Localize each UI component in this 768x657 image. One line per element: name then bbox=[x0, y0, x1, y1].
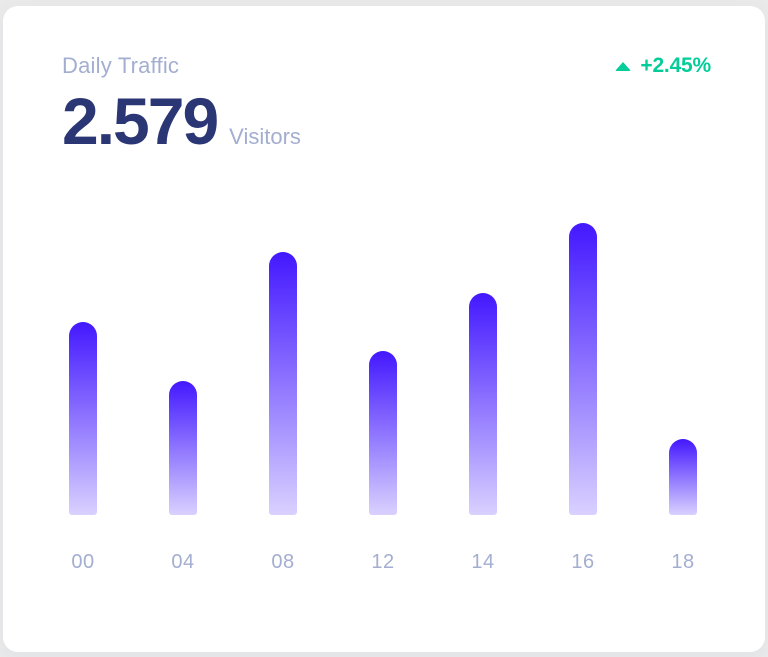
x-axis-label-12: 12 bbox=[371, 551, 395, 573]
x-axis-label-18: 18 bbox=[671, 551, 695, 573]
x-axis-label-04: 04 bbox=[171, 551, 195, 573]
x-axis-label-08: 08 bbox=[271, 551, 295, 573]
bar-column-00: 00 bbox=[33, 223, 133, 574]
bar-18[interactable] bbox=[669, 439, 697, 515]
visitors-unit-label: Visitors bbox=[229, 124, 301, 149]
card-header: Daily Traffic +2.45% bbox=[3, 6, 765, 78]
bar-area bbox=[669, 223, 697, 515]
x-axis-label-16: 16 bbox=[571, 551, 595, 573]
bar-area bbox=[369, 223, 397, 515]
bar-column-04: 04 bbox=[133, 223, 233, 574]
bar-area bbox=[269, 223, 297, 515]
bar-column-08: 08 bbox=[233, 223, 333, 574]
trend-up-icon bbox=[615, 61, 632, 71]
bar-chart: 00 04 08 12 14 16 18 bbox=[33, 223, 733, 574]
bar-16[interactable] bbox=[569, 223, 597, 515]
bar-column-14: 14 bbox=[433, 223, 533, 574]
bar-column-16: 16 bbox=[533, 223, 633, 574]
bar-area bbox=[169, 223, 197, 515]
daily-traffic-card: Daily Traffic +2.45% 2.579 Visitors 00 04… bbox=[3, 6, 765, 652]
bar-column-12: 12 bbox=[333, 223, 433, 574]
bar-08[interactable] bbox=[269, 252, 297, 515]
bar-12[interactable] bbox=[369, 351, 397, 515]
card-title: Daily Traffic bbox=[62, 53, 180, 78]
bar-14[interactable] bbox=[469, 293, 497, 515]
visitors-count: 2.579 bbox=[62, 84, 219, 158]
bar-00[interactable] bbox=[69, 322, 97, 515]
bar-04[interactable] bbox=[169, 381, 197, 515]
x-axis-label-00: 00 bbox=[71, 551, 95, 573]
bar-area bbox=[469, 223, 497, 515]
x-axis-label-14: 14 bbox=[471, 551, 495, 573]
bar-area bbox=[69, 223, 97, 515]
bar-area bbox=[569, 223, 597, 515]
trend-badge: +2.45% bbox=[615, 54, 711, 78]
bar-column-18: 18 bbox=[633, 223, 733, 574]
metric-row: 2.579 Visitors bbox=[3, 78, 765, 154]
trend-value: +2.45% bbox=[640, 54, 711, 77]
